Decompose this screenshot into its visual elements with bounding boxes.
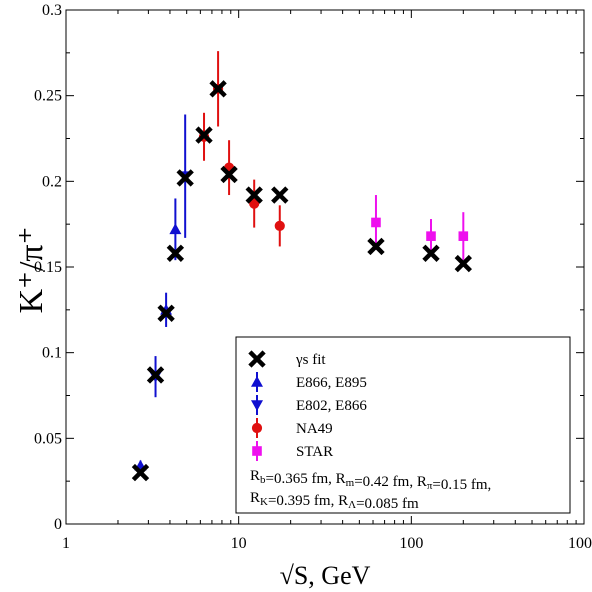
y-tick-label: 0.25 [34, 88, 62, 105]
parameter-annotation: RK=0.395 fm, RΛ=0.085 fm [250, 490, 419, 512]
triangle-up-marker [169, 223, 182, 235]
square-marker [371, 217, 381, 228]
circle-marker [249, 198, 260, 209]
data-point [195, 126, 213, 144]
y-tick-label: 0.3 [42, 2, 62, 19]
data-point [157, 304, 175, 322]
legend-item: E866, E895 [251, 372, 367, 392]
data-point [454, 254, 472, 273]
circle-marker [274, 220, 285, 231]
data-point [245, 186, 263, 204]
y-tick-label: 0.05 [34, 430, 62, 447]
legend-item: γs fit [248, 350, 326, 368]
x-tick-label: 1 [62, 535, 70, 552]
legend-item: NA49 [251, 418, 333, 438]
y-tick-label: 0.1 [42, 345, 62, 362]
parameter-annotation: Rb=0.365 fm, Rm=0.42 fm, Rπ=0.15 fm, [250, 468, 491, 493]
x-marker [166, 244, 185, 262]
x-marker [157, 304, 175, 322]
x-marker [367, 237, 385, 256]
legend-label: γs fit [295, 352, 326, 368]
y-tick-label: 0.15 [34, 259, 62, 276]
x-marker [248, 350, 266, 368]
circle-marker [251, 422, 263, 434]
data-point [223, 140, 235, 196]
x-marker [131, 463, 150, 482]
legend-label: E802, E866 [296, 398, 367, 414]
data-point [274, 205, 285, 247]
square-marker [426, 231, 436, 241]
x-marker [245, 186, 263, 204]
x-marker [271, 186, 289, 204]
x-marker [146, 366, 165, 384]
data-point [426, 219, 436, 254]
data-point [458, 212, 469, 261]
legend-item: STAR [252, 441, 333, 461]
x-tick-label: 10 [231, 535, 247, 552]
data-point [169, 198, 182, 261]
x-marker [209, 80, 227, 98]
data-point [209, 80, 227, 98]
x-tick-label: 100 [399, 535, 423, 552]
data-point [271, 186, 289, 204]
data-point [176, 169, 194, 187]
x-marker [422, 244, 440, 262]
legend-label: STAR [296, 444, 333, 460]
legend-item: E802, E866 [251, 395, 367, 415]
y-tick-label: 0.2 [42, 173, 62, 190]
legend-label: E866, E895 [296, 375, 367, 391]
data-point [367, 237, 385, 256]
x-marker [195, 126, 213, 144]
y-tick-label: 0 [54, 516, 62, 533]
x-marker [220, 165, 238, 184]
data-point [422, 244, 440, 262]
legend-box [235, 336, 571, 514]
x-marker [176, 169, 194, 187]
data-marks [131, 51, 472, 482]
data-point [166, 244, 185, 262]
legend: γs fit E866, E895 E802, E866 NA49 STAR Rb=0.3… [235, 336, 571, 514]
x-axis-title: √S, GeV [280, 561, 371, 590]
data-point [249, 179, 260, 228]
y-axis-title: K⁺/π⁺ [13, 226, 50, 313]
data-point [131, 463, 150, 482]
triangle-up-marker [251, 376, 263, 387]
data-point [146, 366, 165, 384]
data-point [220, 165, 238, 184]
square-marker [252, 446, 262, 456]
square-marker [458, 231, 469, 241]
x-marker [454, 254, 472, 273]
data-point [371, 195, 381, 250]
legend-label: NA49 [296, 421, 333, 437]
triangle-down-marker [251, 400, 263, 411]
